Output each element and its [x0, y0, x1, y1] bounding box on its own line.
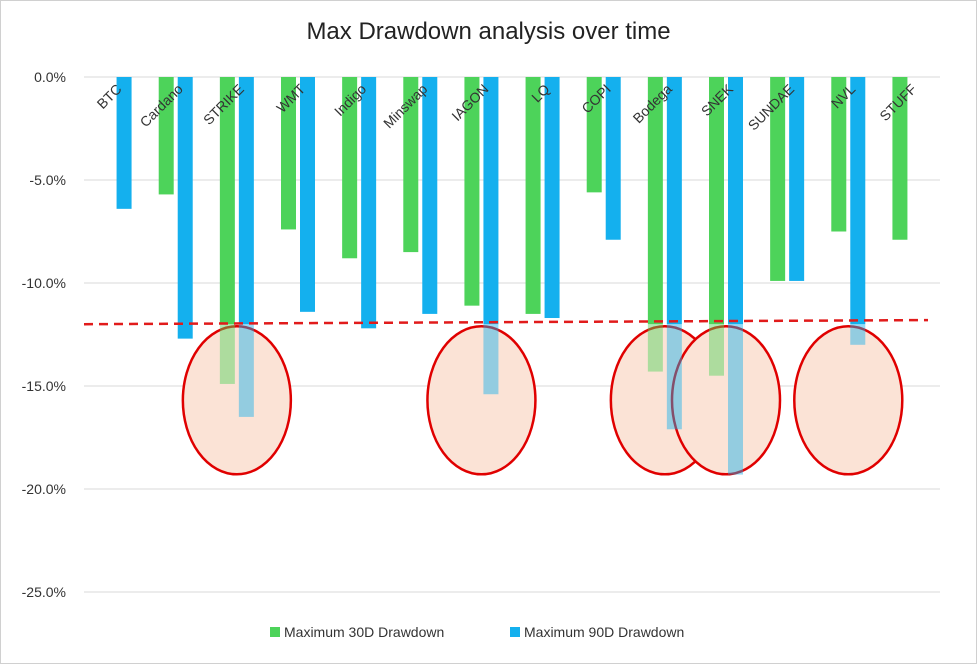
- bar: [177, 77, 193, 339]
- bar: [892, 77, 908, 240]
- bar-faded: [728, 324, 743, 475]
- bar: [666, 77, 682, 325]
- bar: [422, 77, 438, 314]
- highlight-ellipse: [793, 325, 904, 476]
- y-tick-label: -10.0%: [22, 275, 66, 291]
- bar: [300, 77, 315, 312]
- y-tick-label: -15.0%: [22, 378, 66, 394]
- bar: [116, 77, 132, 209]
- bar: [647, 77, 663, 325]
- bar: [219, 77, 235, 325]
- bar: [483, 77, 499, 325]
- legend-swatch: [510, 627, 520, 637]
- threshold-line: [83, 318, 929, 326]
- bar: [728, 77, 743, 325]
- bar: [770, 77, 786, 281]
- bar-faded: [238, 324, 254, 417]
- chart-title: Max Drawdown analysis over time: [306, 18, 671, 45]
- bar: [789, 77, 805, 281]
- bar: [361, 77, 377, 329]
- bar-faded: [647, 324, 663, 372]
- bar-faded: [219, 324, 235, 384]
- legend-label: Maximum 30D Drawdown: [284, 624, 444, 640]
- legend-swatch: [270, 627, 280, 637]
- y-tick-label: -5.0%: [29, 172, 66, 188]
- bar: [342, 77, 358, 259]
- highlight-ellipse: [426, 325, 537, 476]
- legend-item: Maximum 30D Drawdown: [270, 624, 444, 640]
- bar: [709, 77, 724, 325]
- bar-faded: [666, 324, 682, 430]
- bar-faded: [850, 324, 866, 345]
- highlight-ellipse: [181, 325, 293, 476]
- bar: [605, 77, 621, 240]
- bar: [525, 77, 541, 314]
- legend-label: Maximum 90D Drawdown: [524, 624, 684, 640]
- y-tick-label: -25.0%: [22, 584, 66, 600]
- bar: [850, 77, 866, 325]
- bar: [544, 77, 560, 319]
- bar: [464, 77, 480, 306]
- y-tick-label: -20.0%: [22, 481, 66, 497]
- legend-item: Maximum 90D Drawdown: [510, 624, 684, 640]
- bar: [281, 77, 296, 230]
- bar-faded: [483, 324, 499, 395]
- bar: [403, 77, 419, 253]
- bar: [158, 77, 174, 195]
- bar: [586, 77, 602, 193]
- bar: [831, 77, 847, 232]
- bar: [238, 77, 254, 325]
- bar-faded: [709, 324, 724, 376]
- y-tick-label: 0.0%: [34, 69, 66, 85]
- highlight-ellipse: [670, 325, 782, 476]
